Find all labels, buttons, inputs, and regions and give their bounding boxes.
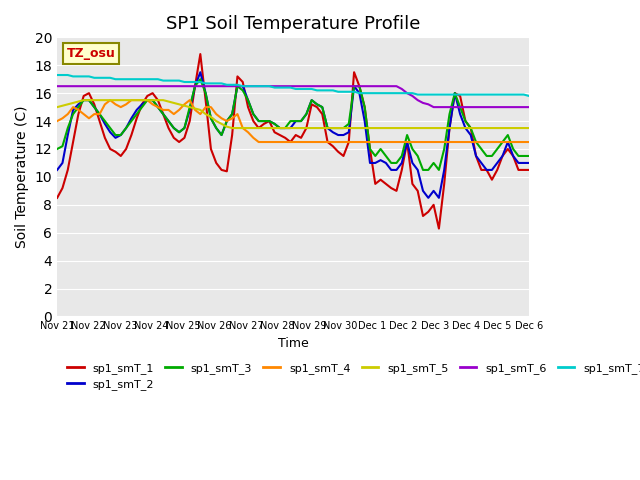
sp1_smT_5 bbox=[53, 104, 61, 110]
sp1_smT_5 bbox=[515, 125, 522, 131]
Line: sp1_smT_4: sp1_smT_4 bbox=[57, 100, 529, 142]
sp1_smT_6 bbox=[525, 104, 533, 110]
sp1_smT_2 bbox=[202, 90, 209, 96]
sp1_smT_4 bbox=[202, 104, 209, 110]
Line: sp1_smT_2: sp1_smT_2 bbox=[57, 72, 529, 198]
sp1_smT_1 bbox=[515, 167, 522, 173]
sp1_smT_6 bbox=[196, 84, 204, 89]
Line: sp1_smT_7: sp1_smT_7 bbox=[57, 75, 529, 96]
Y-axis label: Soil Temperature (C): Soil Temperature (C) bbox=[15, 106, 29, 248]
sp1_smT_2 bbox=[525, 160, 533, 166]
sp1_smT_6 bbox=[451, 104, 459, 110]
sp1_smT_2 bbox=[117, 132, 125, 138]
Legend: sp1_smT_1, sp1_smT_2, sp1_smT_3, sp1_smT_4, sp1_smT_5, sp1_smT_6, sp1_smT_7: sp1_smT_1, sp1_smT_2, sp1_smT_3, sp1_smT… bbox=[63, 359, 640, 395]
sp1_smT_7 bbox=[382, 90, 390, 96]
sp1_smT_3 bbox=[387, 160, 395, 166]
sp1_smT_3 bbox=[525, 153, 533, 159]
sp1_smT_4 bbox=[255, 139, 262, 145]
sp1_smT_4 bbox=[393, 139, 401, 145]
sp1_smT_1 bbox=[456, 93, 464, 99]
sp1_smT_7 bbox=[117, 76, 125, 82]
sp1_smT_6 bbox=[461, 104, 469, 110]
sp1_smT_3 bbox=[53, 146, 61, 152]
sp1_smT_4 bbox=[456, 139, 464, 145]
sp1_smT_7 bbox=[445, 92, 453, 97]
sp1_smT_4 bbox=[106, 97, 114, 103]
sp1_smT_6 bbox=[430, 104, 438, 110]
sp1_smT_5 bbox=[202, 111, 209, 117]
sp1_smT_7 bbox=[53, 72, 61, 78]
sp1_smT_5 bbox=[467, 125, 475, 131]
sp1_smT_3 bbox=[196, 76, 204, 82]
sp1_smT_1 bbox=[117, 153, 125, 159]
sp1_smT_3 bbox=[419, 167, 427, 173]
Text: TZ_osu: TZ_osu bbox=[67, 47, 115, 60]
sp1_smT_1 bbox=[196, 51, 204, 57]
sp1_smT_2 bbox=[424, 195, 432, 201]
sp1_smT_1 bbox=[202, 97, 209, 103]
sp1_smT_3 bbox=[467, 125, 475, 131]
sp1_smT_3 bbox=[117, 132, 125, 138]
sp1_smT_6 bbox=[509, 104, 517, 110]
sp1_smT_2 bbox=[387, 167, 395, 173]
sp1_smT_2 bbox=[467, 132, 475, 138]
sp1_smT_6 bbox=[53, 84, 61, 89]
sp1_smT_1 bbox=[435, 226, 443, 231]
sp1_smT_4 bbox=[122, 101, 130, 107]
sp1_smT_5 bbox=[80, 97, 88, 103]
Line: sp1_smT_5: sp1_smT_5 bbox=[57, 100, 529, 128]
sp1_smT_3 bbox=[456, 104, 464, 110]
sp1_smT_5 bbox=[228, 125, 236, 131]
sp1_smT_7 bbox=[456, 92, 464, 97]
sp1_smT_2 bbox=[515, 160, 522, 166]
sp1_smT_6 bbox=[117, 84, 125, 89]
sp1_smT_5 bbox=[456, 125, 464, 131]
sp1_smT_1 bbox=[467, 125, 475, 131]
sp1_smT_2 bbox=[196, 69, 204, 75]
sp1_smT_2 bbox=[53, 167, 61, 173]
sp1_smT_7 bbox=[196, 79, 204, 85]
sp1_smT_7 bbox=[525, 93, 533, 99]
Title: SP1 Soil Temperature Profile: SP1 Soil Temperature Profile bbox=[166, 15, 420, 33]
sp1_smT_4 bbox=[515, 139, 522, 145]
sp1_smT_4 bbox=[53, 118, 61, 124]
sp1_smT_4 bbox=[467, 139, 475, 145]
sp1_smT_5 bbox=[525, 125, 533, 131]
sp1_smT_4 bbox=[525, 139, 533, 145]
sp1_smT_7 bbox=[504, 92, 511, 97]
sp1_smT_1 bbox=[525, 167, 533, 173]
X-axis label: Time: Time bbox=[278, 337, 308, 350]
sp1_smT_1 bbox=[387, 185, 395, 191]
sp1_smT_5 bbox=[122, 97, 130, 103]
sp1_smT_5 bbox=[393, 125, 401, 131]
Line: sp1_smT_6: sp1_smT_6 bbox=[57, 86, 529, 107]
Line: sp1_smT_1: sp1_smT_1 bbox=[57, 54, 529, 228]
sp1_smT_3 bbox=[202, 90, 209, 96]
sp1_smT_3 bbox=[515, 153, 522, 159]
sp1_smT_6 bbox=[382, 84, 390, 89]
sp1_smT_2 bbox=[456, 111, 464, 117]
sp1_smT_1 bbox=[53, 195, 61, 201]
Line: sp1_smT_3: sp1_smT_3 bbox=[57, 79, 529, 170]
